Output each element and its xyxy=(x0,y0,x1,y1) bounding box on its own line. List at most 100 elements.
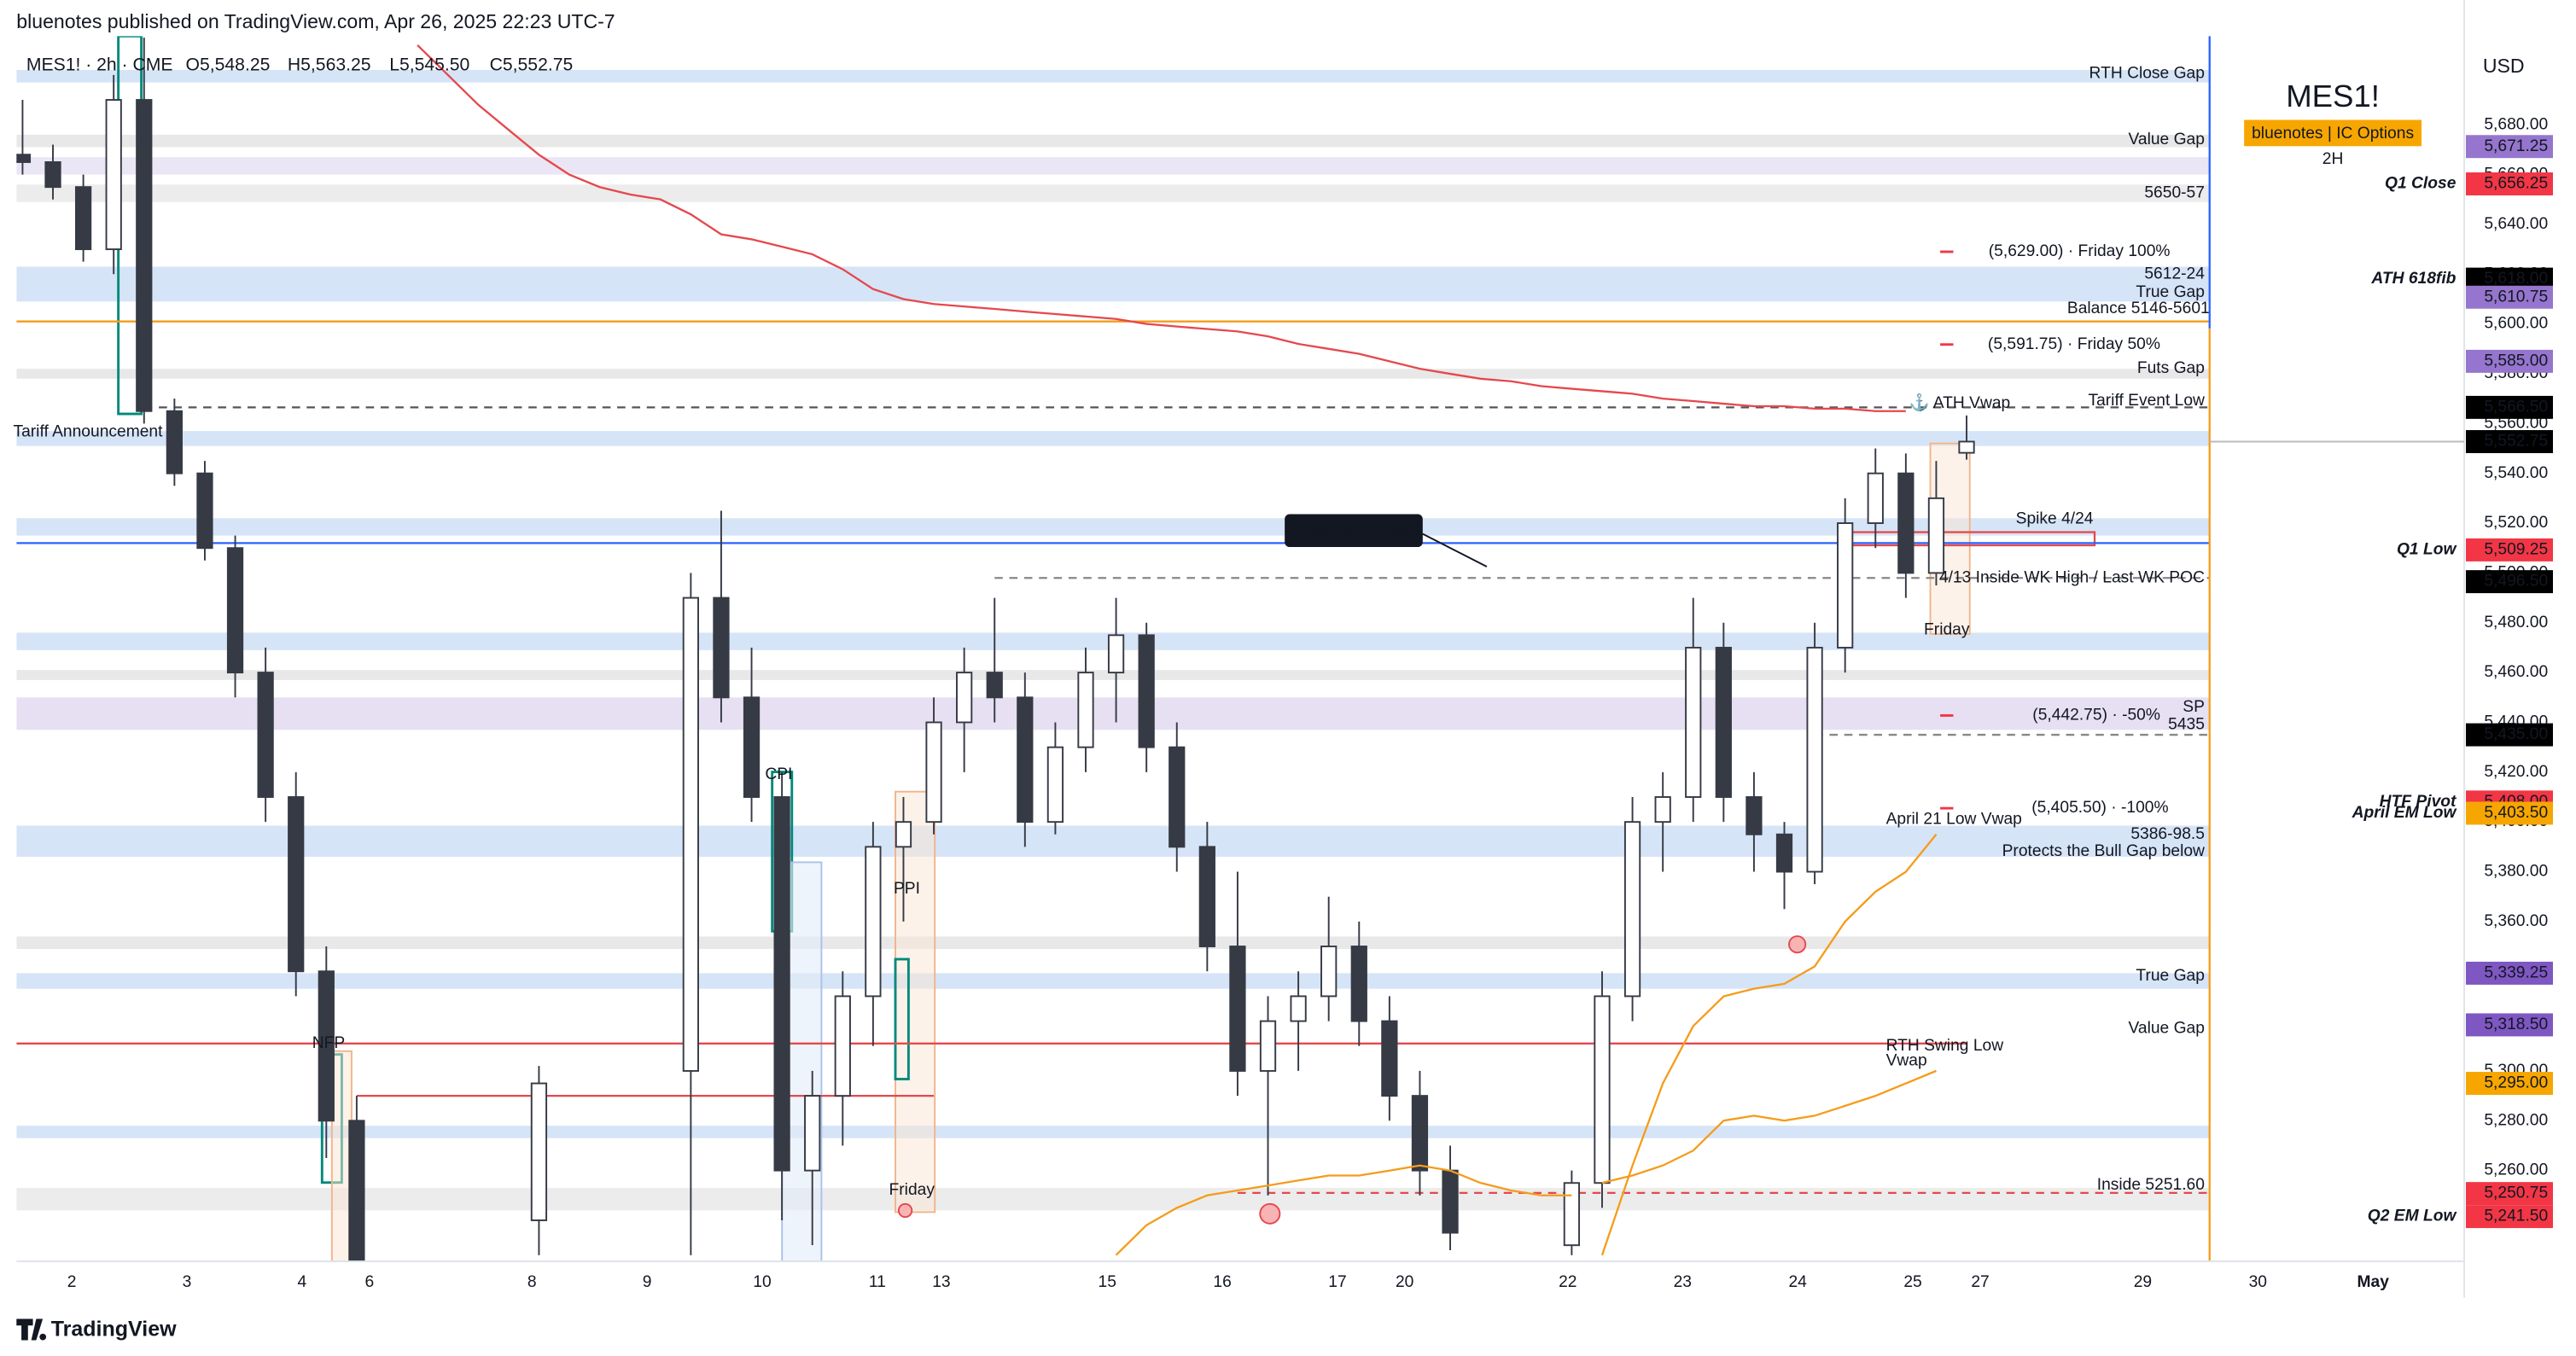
candle-body xyxy=(1837,522,1854,649)
candle-body xyxy=(682,597,699,1072)
price-tag xyxy=(2465,538,2553,562)
price-tag xyxy=(2465,723,2553,747)
y-tick-label: 5,420.00 xyxy=(2484,763,2548,781)
price-tag-label: 5,403.50 xyxy=(2484,804,2548,822)
candle-body xyxy=(1381,1020,1398,1097)
candle-body xyxy=(1623,821,1641,998)
x-tick-label: 11 xyxy=(869,1273,886,1291)
y-tick-label: 5,360.00 xyxy=(2484,912,2548,930)
annotations: RTH Close Gap Value Gap 5650-57 (5,629.00) … xyxy=(13,64,2209,1199)
annotation: (5,442.75) · -50% xyxy=(2032,707,2160,725)
candle-body xyxy=(288,796,305,973)
annotation: RTH Close Gap xyxy=(2089,64,2205,82)
vwap-line xyxy=(1115,1164,1572,1256)
low-marker xyxy=(1259,1202,1281,1225)
price-tag xyxy=(2465,1013,2553,1037)
price-tag-label: 5,250.75 xyxy=(2484,1184,2548,1202)
price-tag-label: 5,566.50 xyxy=(2484,398,2548,416)
candle-body xyxy=(1411,1095,1429,1172)
x-tick-label: 23 xyxy=(1674,1273,1692,1291)
annotation: 5612-24 xyxy=(2144,265,2205,282)
price-tag xyxy=(2465,395,2553,419)
candle-body xyxy=(1290,995,1307,1022)
ohlc-low: L5,545.50 xyxy=(389,55,469,75)
price-tag xyxy=(2465,570,2553,594)
x-axis: 2 3 4 6 8 9 10 11 13 15 16 17 20 22 23 24 25 27 29 30 May xyxy=(67,1273,2389,1291)
zone xyxy=(16,184,2210,202)
panel-symbol: MES1! xyxy=(2286,79,2380,113)
candle-body xyxy=(166,410,183,474)
price-tag-label: 5,295.00 xyxy=(2484,1074,2548,1092)
candle-body xyxy=(226,547,244,674)
zone xyxy=(16,1188,2210,1211)
candle-body xyxy=(1259,1020,1277,1072)
zone xyxy=(16,431,2210,446)
annotation: CPI xyxy=(765,765,792,783)
annotation: (5,629.00) · Friday 100% xyxy=(1989,242,2171,260)
price-tag-label: 5,585.00 xyxy=(2484,352,2548,370)
annotation: SP xyxy=(2183,698,2205,716)
y-tick-label: 5,480.00 xyxy=(2484,614,2548,631)
candle-body xyxy=(834,995,851,1097)
candle-body xyxy=(1897,472,1915,574)
callout-pointer xyxy=(1422,533,1488,567)
panel-interval: 2H xyxy=(2322,150,2344,168)
price-tag xyxy=(2465,1182,2553,1206)
annotation: Last WK Profile xyxy=(1297,521,1411,539)
price-tag-note: Q1 Low xyxy=(2397,540,2457,558)
x-tick-label: 10 xyxy=(753,1273,771,1291)
x-tick-label: 27 xyxy=(1971,1273,1989,1291)
price-tag-label: 5,435.00 xyxy=(2484,725,2548,743)
x-tick-label: 22 xyxy=(1559,1273,1576,1291)
candle-body xyxy=(74,186,92,251)
candle-body xyxy=(318,970,335,1122)
price-tags: 5,671.25 5,656.25 Q1 Close 5,618.00 ATH 618f… xyxy=(2209,135,2553,1229)
price-tag xyxy=(2465,1205,2553,1229)
candle-body xyxy=(1775,833,1793,873)
candle-body xyxy=(16,154,32,163)
overlays xyxy=(417,44,1938,1256)
annotation: True Gap xyxy=(2136,283,2205,301)
candle-body xyxy=(986,672,1003,699)
y-tick-label: 5,380.00 xyxy=(2484,863,2548,881)
annotation: Spike 4/24 xyxy=(2016,510,2094,528)
candle-body xyxy=(1594,995,1611,1184)
candle-body xyxy=(1563,1182,1581,1247)
annotation: Tariff Announcement xyxy=(13,423,163,441)
zone xyxy=(16,70,2210,83)
x-tick-label: 25 xyxy=(1903,1273,1921,1291)
candle-body xyxy=(1198,846,1215,948)
price-tag-label: 5,671.25 xyxy=(2484,137,2548,155)
candle-body xyxy=(1958,440,1975,454)
candle-body xyxy=(1320,946,1338,998)
friday-box xyxy=(895,790,936,1213)
y-tick-label: 5,640.00 xyxy=(2484,215,2548,233)
price-tag-note: Q2 EM Low xyxy=(2368,1208,2457,1225)
badge-bg xyxy=(2244,119,2422,147)
candle-body xyxy=(1715,646,1732,798)
price-tag xyxy=(2465,135,2553,159)
annotation: (5,405.50) · -100% xyxy=(2031,799,2168,817)
candle-body xyxy=(925,721,942,823)
price-tag-label: 5,509.25 xyxy=(2484,540,2548,558)
zone xyxy=(16,670,2210,680)
low-marker xyxy=(1788,935,1807,954)
price-tag-label: 5,610.75 xyxy=(2484,288,2548,306)
x-tick-label: 13 xyxy=(932,1273,950,1291)
candle-body xyxy=(1746,796,1763,835)
zone xyxy=(16,825,2210,858)
price-tag-label: 5,552.75 xyxy=(2484,433,2548,451)
callout-box xyxy=(1285,514,1423,548)
price-tag xyxy=(2465,1072,2553,1095)
zone xyxy=(16,936,2210,949)
publisher: bluenotes published on TradingView.com, … xyxy=(16,10,615,32)
candle-body xyxy=(136,99,153,412)
annotation: 5435 xyxy=(2168,715,2205,733)
zones xyxy=(16,70,2210,1211)
y-tick-label: 5,600.00 xyxy=(2484,315,2548,333)
annotation: Inside 5251.60 xyxy=(2097,1176,2205,1194)
annotation: 4/13 Inside WK High / Last WK POC xyxy=(1939,568,2205,586)
y-tick-label: 5,260.00 xyxy=(2484,1161,2548,1179)
annotation: True Gap xyxy=(2136,967,2205,985)
candle-body xyxy=(1867,472,1884,525)
